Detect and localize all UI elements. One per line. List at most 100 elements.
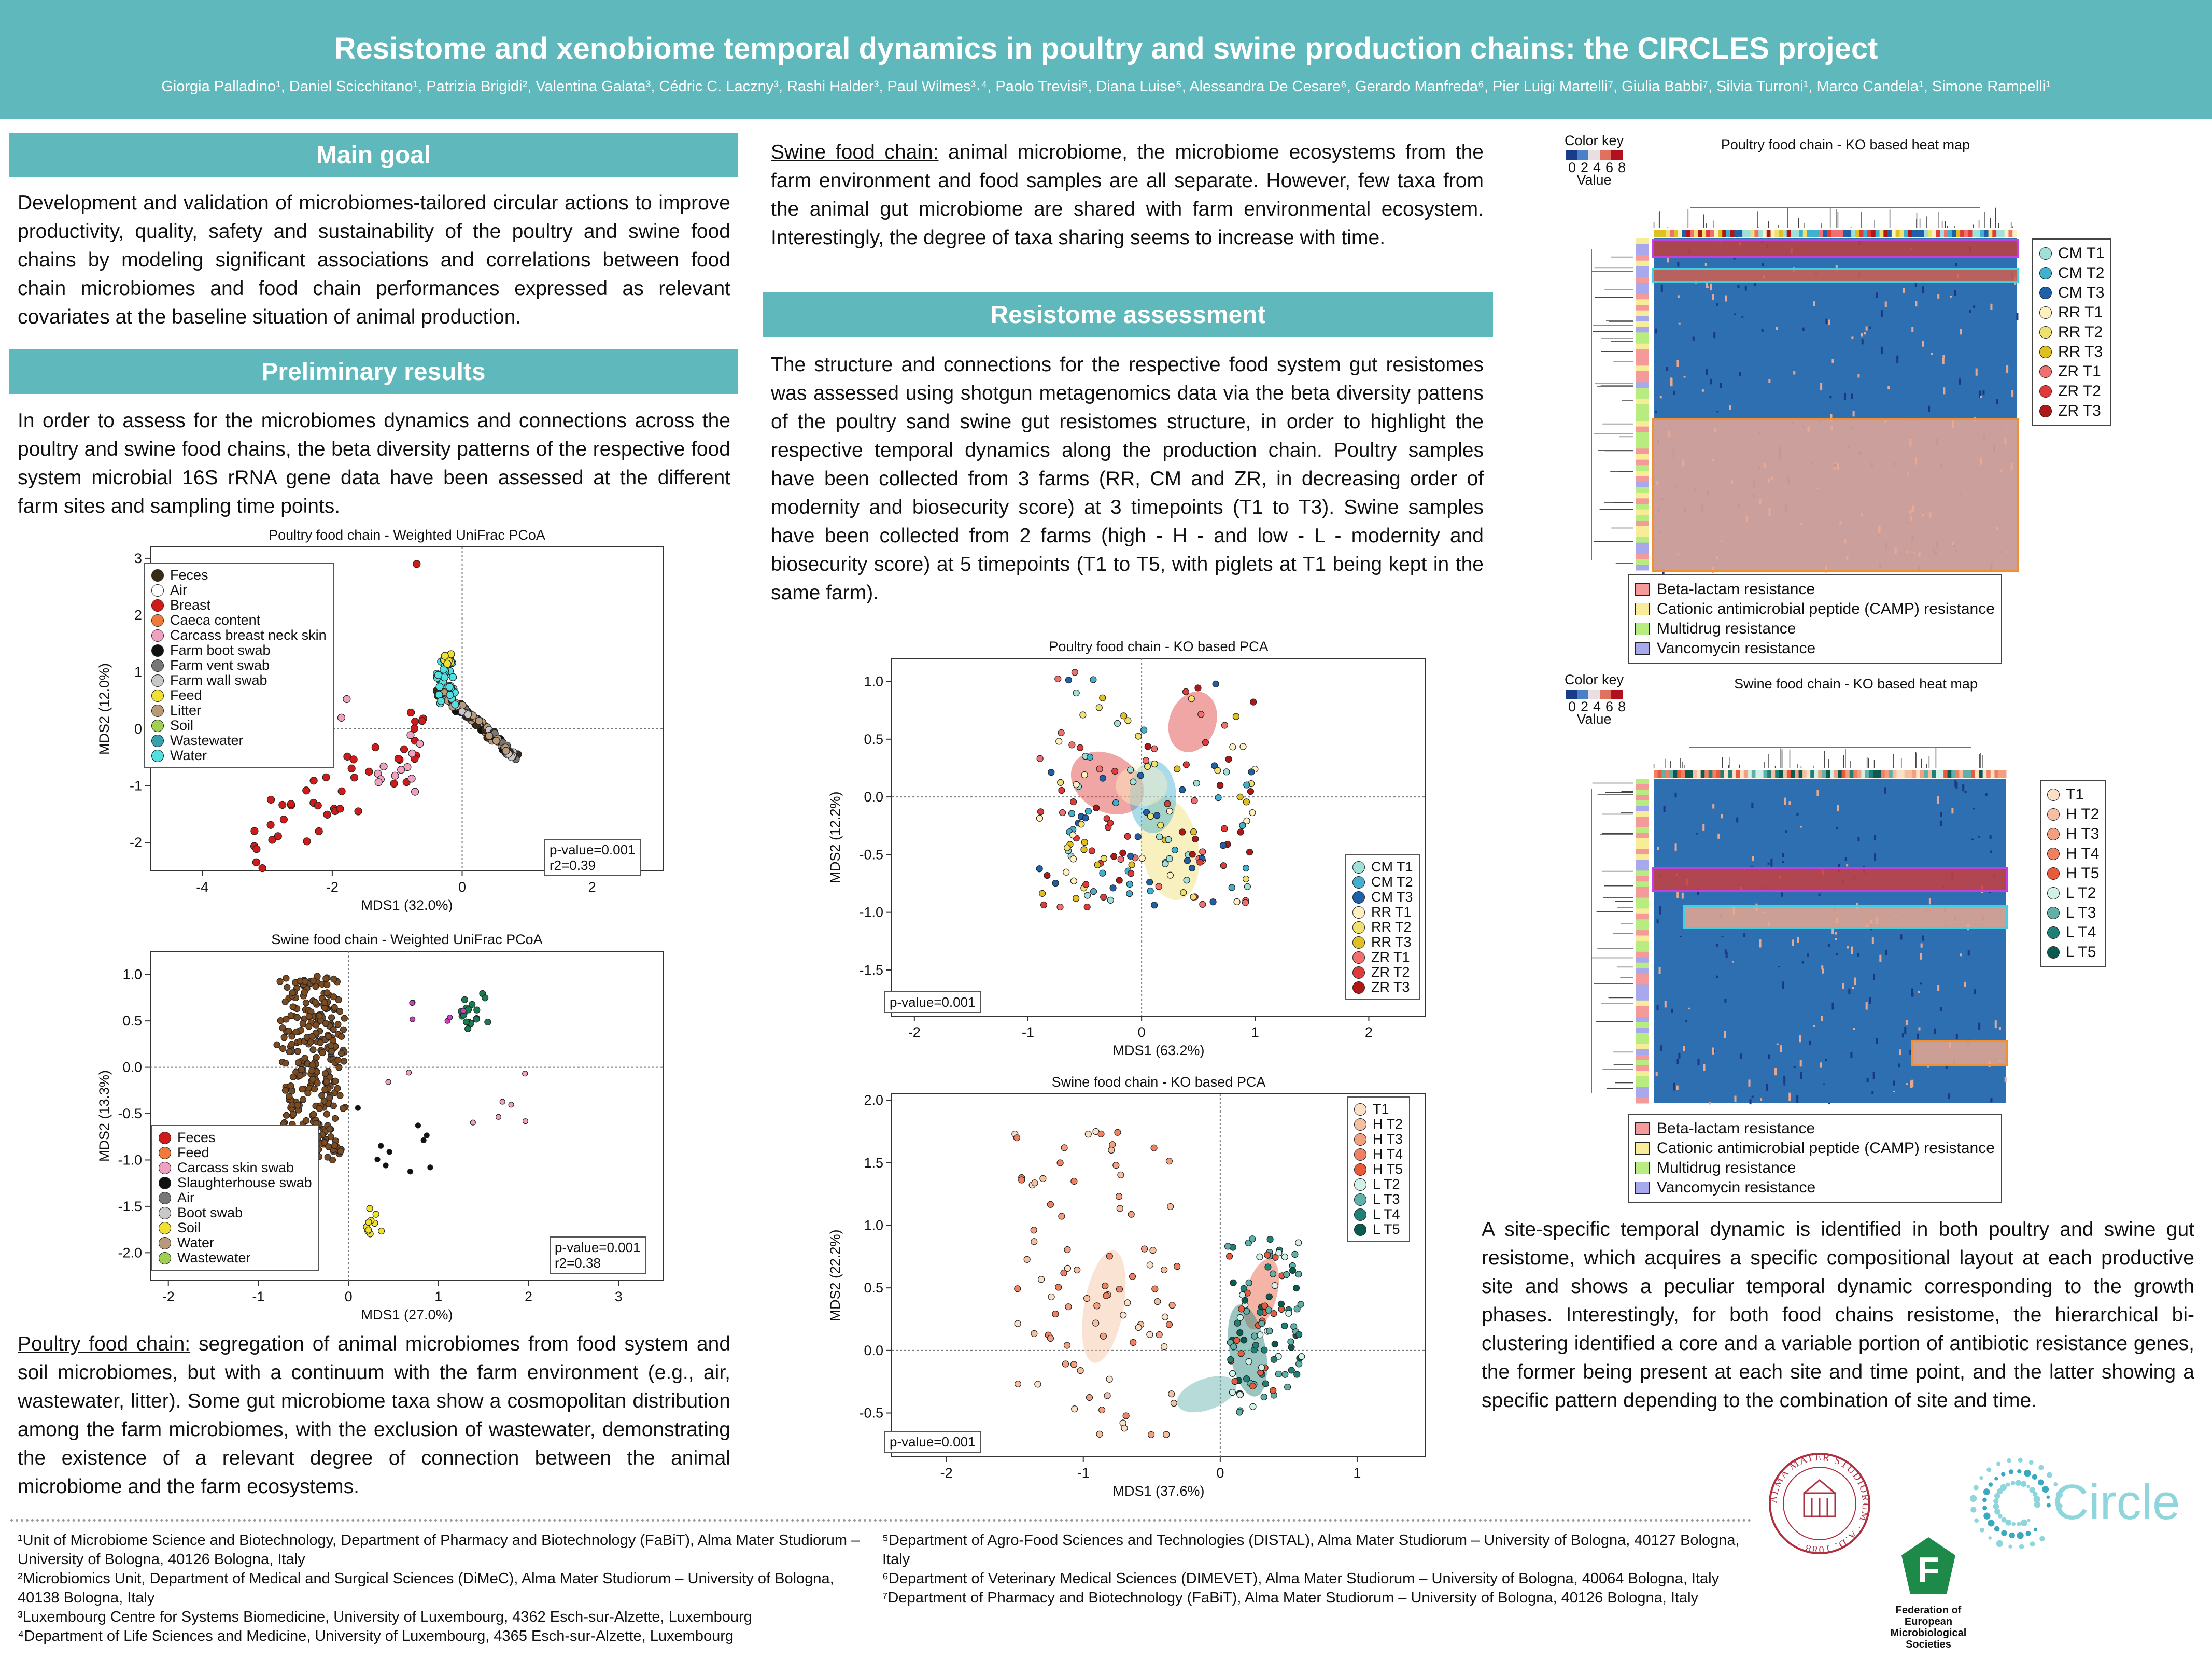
- heatmap-cell: [1960, 329, 1962, 335]
- data-point: [1258, 1364, 1265, 1371]
- heatmap-cell: [1731, 961, 1734, 963]
- x-tick-label: 2: [1365, 1024, 1373, 1040]
- logo-dot: [1983, 1488, 1990, 1495]
- heatmap-cell: [1928, 898, 1931, 905]
- legend-label: ZR T2: [1371, 964, 1410, 980]
- data-point: [322, 1020, 329, 1027]
- column-annotation: [1964, 230, 1969, 237]
- data-point: [1189, 851, 1196, 858]
- heatmap-cell: [1713, 1049, 1715, 1052]
- column-annotation: [1791, 770, 1795, 778]
- data-point: [1014, 1320, 1021, 1327]
- column-annotation: [1975, 770, 1979, 778]
- logo-dot: [2009, 1532, 2015, 1539]
- heatmap-cell: [1712, 295, 1714, 300]
- data-point: [280, 1034, 288, 1041]
- heatmap-cell: [1816, 790, 1819, 796]
- heatmap-cell: [1676, 1059, 1679, 1065]
- data-point: [338, 1033, 345, 1040]
- column-annotation: [1746, 230, 1751, 237]
- column-annotation: [1815, 230, 1820, 237]
- poultry-unifrac-stats: p-value=0.001 r2=0.39: [544, 839, 641, 876]
- row-annotation: [1636, 838, 1649, 844]
- data-point: [1232, 713, 1239, 720]
- row-annotation: [1636, 1017, 1649, 1022]
- swine-unifrac-legend: Feces Feed Carcass skin swab Slaughterhouse…: [151, 1125, 319, 1271]
- row-annotation: [1636, 426, 1649, 432]
- column-annotation: [1932, 770, 1936, 778]
- data-point: [1292, 1285, 1300, 1292]
- data-point: [1036, 755, 1044, 762]
- heatmap-cell: [1978, 1022, 1981, 1030]
- data-point: [1098, 1407, 1106, 1414]
- data-point: [1018, 1176, 1025, 1184]
- column-annotation: [1980, 230, 1985, 237]
- heatmap-cell: [1710, 378, 1712, 385]
- data-point: [1229, 1389, 1236, 1396]
- x-tick-label: -1: [252, 1289, 264, 1304]
- heatmap-cell: [1822, 968, 1824, 974]
- data-point: [1108, 1146, 1115, 1154]
- legend-item: RR T2: [1352, 920, 1413, 935]
- heatmap-cell: [1905, 1083, 1908, 1085]
- row-annotation: [1636, 393, 1649, 399]
- heatmap-cell: [1943, 387, 1946, 395]
- data-point: [1102, 1282, 1109, 1289]
- column-annotation: [1900, 770, 1905, 778]
- legend-swatch: [159, 1206, 171, 1219]
- row-annotation: [1636, 487, 1649, 494]
- data-point: [1295, 1271, 1302, 1278]
- heatmap-cell: [1660, 284, 1663, 292]
- column-annotation: [1661, 770, 1666, 778]
- unibo-seal-logo: ALMA MATER STUDIORUM · A.D. 1088 ·: [1768, 1452, 1871, 1555]
- row-annotation: [1636, 908, 1649, 915]
- heatmap-cell: [1896, 355, 1899, 364]
- data-point: [288, 1041, 295, 1048]
- legend-label: L T4: [1373, 1206, 1400, 1222]
- data-point: [330, 975, 337, 983]
- data-point: [390, 779, 398, 788]
- data-point: [324, 1154, 331, 1161]
- heatmap-cell: [1663, 806, 1666, 812]
- row-annotation: [1636, 913, 1649, 920]
- legend-swatch: [159, 1161, 171, 1174]
- data-point: [1281, 1371, 1289, 1378]
- row-annotation: [1636, 946, 1649, 952]
- y-tick-label: -0.5: [118, 1106, 142, 1121]
- column-annotation: [1988, 230, 1993, 237]
- data-point: [288, 1101, 295, 1109]
- data-point: [299, 1086, 306, 1093]
- column-annotation: [1887, 230, 1892, 237]
- data-point: [435, 683, 444, 691]
- chart-title: Poultry food chain - Weighted UniFrac PC…: [269, 527, 545, 543]
- heatmap-cell: [1761, 328, 1764, 332]
- row-annotation: [1636, 238, 1649, 245]
- y-tick-label: 0.5: [122, 1013, 142, 1029]
- data-point: [374, 778, 383, 786]
- data-point: [332, 1077, 339, 1085]
- heatmap-cell: [1955, 263, 1957, 266]
- heatmap-cell: [1900, 934, 1903, 940]
- legend-item: T1: [2047, 785, 2099, 805]
- data-point: [314, 1079, 321, 1087]
- data-point: [1055, 1284, 1062, 1291]
- heatmap-cell: [1873, 835, 1876, 840]
- data-point: [343, 752, 351, 761]
- data-point: [365, 1218, 372, 1226]
- heatmap-cell: [1842, 983, 1844, 989]
- logo-dot: [2019, 1544, 2024, 1550]
- column-annotation: [1936, 770, 1940, 778]
- confidence-ellipse: [1082, 1250, 1126, 1363]
- column-annotation: [1673, 230, 1679, 237]
- affiliation-5: ⁵Department of Agro-Food Sciences and Te…: [882, 1532, 1740, 1568]
- data-point: [1249, 809, 1256, 817]
- swine-unifrac-stats: p-value=0.001 r2=0.38: [550, 1236, 646, 1274]
- data-point: [485, 732, 494, 740]
- data-point: [1031, 1179, 1038, 1187]
- column-annotation: [1775, 770, 1780, 778]
- data-point: [1287, 1338, 1294, 1345]
- data-point: [1079, 711, 1087, 719]
- data-point: [1060, 1269, 1067, 1277]
- color-key-cell: [1611, 150, 1623, 160]
